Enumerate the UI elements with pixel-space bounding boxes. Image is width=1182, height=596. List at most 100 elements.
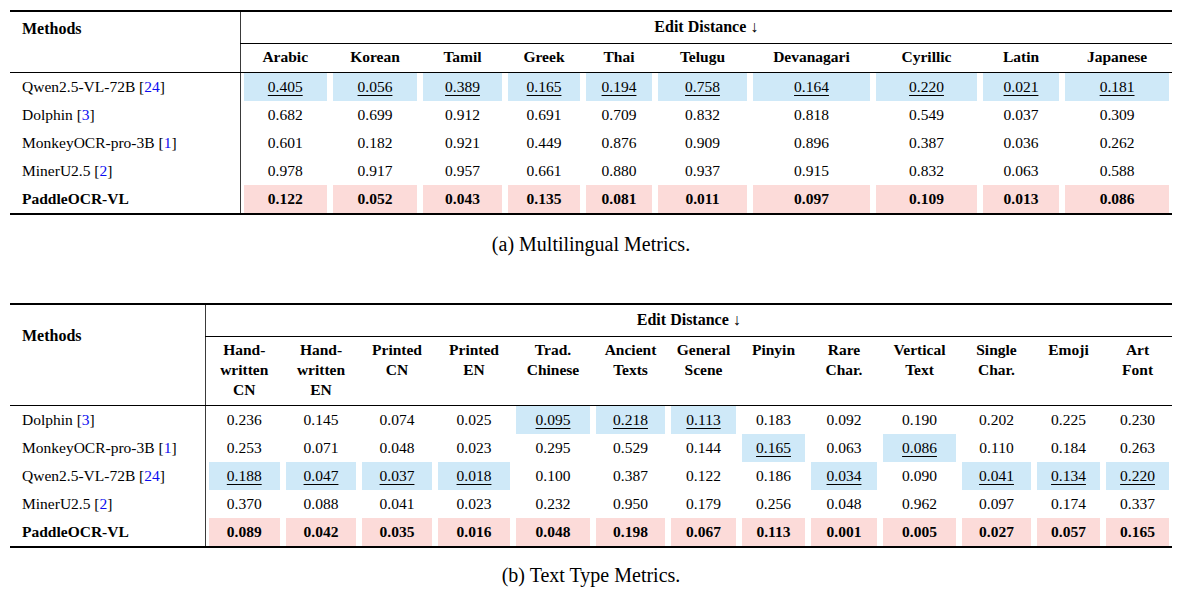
method-cell: PaddleOCR-VL [10, 518, 205, 547]
metric-text: 0.016 [457, 523, 492, 540]
column-header: Cyrillic [873, 44, 980, 73]
metric-text: 0.086 [902, 439, 937, 456]
metric-text: 0.917 [358, 162, 393, 179]
metric-value: 0.957 [423, 157, 502, 185]
metric-value: 0.035 [362, 518, 432, 546]
metric-text: 0.950 [613, 495, 648, 512]
metric-text: 0.011 [685, 190, 719, 207]
citation-ref[interactable]: 1 [164, 439, 172, 456]
multilingual-metrics-section: MethodsEdit Distance ↓ArabicKoreanTamilG… [10, 10, 1172, 256]
metric-text: 0.135 [527, 190, 562, 207]
metric-value: 0.122 [244, 185, 328, 213]
metric-value: 0.063 [983, 157, 1059, 185]
metric-text: 0.034 [827, 467, 862, 484]
column-header: Japanese [1062, 44, 1172, 73]
metric-value: 0.113 [671, 406, 736, 434]
citation-ref[interactable]: 3 [82, 411, 90, 428]
metric-cell: 0.023 [435, 434, 513, 462]
metric-cell: 0.037 [359, 462, 435, 490]
metric-cell: 0.057 [1034, 518, 1103, 547]
citation-ref[interactable]: 2 [100, 495, 108, 512]
citation-ref[interactable]: 1 [164, 134, 172, 151]
metric-cell: 0.165 [505, 73, 583, 102]
citation-ref[interactable]: 2 [100, 162, 108, 179]
metric-value: 0.194 [586, 73, 652, 101]
column-header: Telugu [655, 44, 750, 73]
metric-cell: 0.134 [1034, 462, 1103, 490]
column-header: Pinyin [739, 337, 808, 406]
citation-ref[interactable]: 3 [82, 106, 90, 123]
metric-cell: 0.405 [240, 73, 330, 102]
metric-text: 0.915 [794, 162, 829, 179]
metric-text: 0.063 [1004, 162, 1039, 179]
metric-text: 0.832 [685, 106, 720, 123]
metric-text: 0.387 [909, 134, 944, 151]
metric-text: 0.048 [380, 439, 415, 456]
metric-cell: 0.950 [593, 490, 668, 518]
column-header: Devanagari [750, 44, 873, 73]
metric-cell: 0.909 [655, 129, 750, 157]
metric-cell: 0.135 [505, 185, 583, 214]
metric-value: 0.915 [753, 157, 870, 185]
metric-cell: 0.074 [359, 406, 435, 435]
metric-text: 0.037 [1004, 106, 1039, 123]
metric-text: 0.387 [613, 467, 648, 484]
metric-value: 0.220 [1106, 462, 1169, 490]
metric-value: 0.001 [811, 518, 877, 546]
metric-cell: 0.876 [583, 129, 655, 157]
metric-value: 0.937 [658, 157, 747, 185]
metric-value: 0.034 [811, 462, 877, 490]
metric-cell: 0.832 [655, 101, 750, 129]
metric-text: 0.220 [1120, 467, 1155, 484]
metric-cell: 0.037 [980, 101, 1062, 129]
metric-value: 0.896 [753, 129, 870, 157]
metric-cell: 0.042 [283, 518, 359, 547]
metric-text: 0.909 [685, 134, 720, 151]
metric-cell: 0.588 [1062, 157, 1172, 185]
metric-value: 0.962 [883, 490, 956, 518]
metric-text: 0.588 [1100, 162, 1135, 179]
metric-text: 0.056 [358, 78, 393, 95]
metric-text: 0.818 [794, 106, 829, 123]
metric-value: 0.709 [586, 101, 652, 129]
citation-ref[interactable]: 24 [144, 467, 160, 484]
benchmark-tables-page: MethodsEdit Distance ↓ArabicKoreanTamilG… [0, 0, 1182, 587]
metric-value: 0.699 [333, 101, 417, 129]
metric-value: 0.909 [658, 129, 747, 157]
metric-text: 0.144 [686, 439, 721, 456]
metric-text: 0.041 [380, 495, 415, 512]
metric-text: 0.041 [979, 467, 1014, 484]
metric-value: 0.074 [362, 406, 432, 434]
column-header: Vertical Text [880, 337, 959, 406]
metric-cell: 0.092 [808, 406, 880, 435]
metric-cell: 0.225 [1034, 406, 1103, 435]
metric-cell: 0.387 [593, 462, 668, 490]
metric-cell: 0.880 [583, 157, 655, 185]
metric-cell: 0.048 [513, 518, 593, 547]
metric-value: 0.198 [596, 518, 665, 546]
metric-text: 0.549 [909, 106, 944, 123]
metric-text: 0.043 [445, 190, 480, 207]
metric-cell: 0.978 [240, 157, 330, 185]
metric-cell: 0.230 [1103, 406, 1172, 435]
metric-value: 0.090 [883, 462, 956, 490]
metric-text: 0.086 [1100, 190, 1135, 207]
metric-cell: 0.097 [959, 490, 1034, 518]
metric-cell: 0.052 [330, 185, 420, 214]
metric-cell: 0.912 [420, 101, 505, 129]
metric-cell: 0.220 [1103, 462, 1172, 490]
citation-ref[interactable]: 24 [144, 78, 160, 95]
metric-text: 0.256 [756, 495, 791, 512]
metric-cell: 0.018 [435, 462, 513, 490]
metric-cell: 0.041 [959, 462, 1034, 490]
metric-text: 0.100 [536, 467, 571, 484]
metric-text: 0.109 [909, 190, 944, 207]
metric-text: 0.074 [380, 411, 415, 428]
method-cell: Qwen2.5-VL-72B [24] [10, 462, 205, 490]
metric-text: 0.097 [794, 190, 829, 207]
text-type-metrics-table: MethodsEdit Distance ↓Hand- written CNHa… [10, 303, 1172, 548]
metric-text: 0.081 [602, 190, 637, 207]
metric-cell: 0.165 [1103, 518, 1172, 547]
metric-text: 0.001 [827, 523, 862, 540]
metric-cell: 0.186 [739, 462, 808, 490]
